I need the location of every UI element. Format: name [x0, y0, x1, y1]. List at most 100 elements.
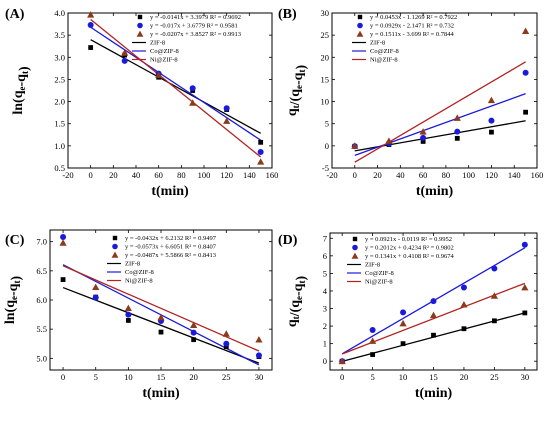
x-tick-label: -20: [326, 170, 337, 180]
data-point: [488, 117, 495, 124]
data-point: [125, 318, 131, 323]
legend-marker: [352, 236, 358, 242]
fit-line: [354, 93, 526, 156]
data-point: [223, 105, 230, 112]
legend-entry: ZIF-8: [125, 261, 140, 268]
x-tick-label: 30: [255, 372, 264, 382]
legend-entry: ZIF-8: [365, 262, 380, 269]
y-axis-title: ln(qe-qt): [3, 276, 24, 325]
y-tick-label: 7: [323, 233, 327, 243]
x-tick-label: 40: [396, 170, 405, 180]
data-point: [489, 129, 494, 135]
x-tick-label: 160: [266, 170, 279, 180]
legend-entry: y = 0.0929x - 2.1471 R² = 0.732: [370, 23, 454, 30]
legend-marker: [357, 14, 363, 20]
y-tick-label: 5: [325, 119, 329, 129]
data-point: [60, 277, 66, 282]
legend-marker: [137, 22, 143, 29]
data-point: [190, 329, 197, 336]
legend-marker: [111, 251, 119, 258]
x-tick-label: 15: [429, 372, 438, 382]
y-tick-label: 1.0: [54, 141, 65, 151]
data-point: [155, 71, 163, 78]
x-tick-label: 160: [531, 170, 544, 180]
data-point: [521, 283, 529, 291]
data-point: [522, 27, 530, 35]
x-axis-title: t(min): [151, 184, 189, 199]
y-tick-label: 2.5: [54, 74, 65, 84]
legend-entry: y = 0.2012x + 0.4234 R² = 0.9802: [365, 245, 454, 252]
fit-line: [62, 286, 260, 364]
y-tick-label: 0: [323, 356, 327, 366]
plot-frame: [331, 12, 538, 169]
y-tick-label: 7.0: [36, 237, 47, 247]
data-point: [429, 311, 438, 319]
data-point: [87, 21, 94, 28]
y-tick-label: 4.0: [54, 8, 65, 18]
legend-entry: y = -0.0207x + 3.8527 R² = 0.9913: [150, 31, 241, 38]
y-tick-label: 2: [323, 321, 327, 331]
panel-label: (A): [5, 7, 25, 22]
data-point: [453, 114, 461, 121]
data-point: [385, 137, 393, 144]
x-axis-title: t(min): [142, 386, 180, 401]
legend-entry: Co@ZIF-8: [150, 48, 179, 55]
x-tick-label: 40: [132, 170, 141, 180]
x-tick-label: 100: [462, 170, 475, 180]
legend: y = -0.0141x + 3.3979 R² = 0.9692 y = -0.…: [132, 14, 241, 64]
data-point: [125, 311, 132, 318]
legend-marker: [112, 243, 118, 250]
y-tick-label: 20: [321, 52, 330, 62]
data-point: [369, 326, 376, 333]
data-point: [124, 304, 132, 312]
data-point: [487, 96, 496, 104]
chart-panel-3: (C) 0 5 10 15 20 25 30 5.0 5.5 6.0 6.5 7.0 t(min) ln(q…: [3, 229, 273, 401]
x-tick-label: 120: [485, 170, 498, 180]
data-point: [189, 99, 197, 106]
x-tick-label: 20: [189, 372, 198, 382]
data-point: [430, 298, 437, 305]
legend-entry: Ni@ZIF-8: [370, 57, 398, 64]
chart-panel-1: (A) -20 0 20 40 60 80 100 120 140 160 0.5 1.0 1.5 2.0 2…: [5, 7, 278, 199]
data-point: [189, 85, 196, 92]
y-tick-label: 15: [321, 74, 330, 84]
legend-marker: [351, 252, 359, 259]
x-tick-label: 140: [508, 170, 521, 180]
y-tick-label: 4: [323, 286, 328, 296]
x-tick-label: 80: [177, 170, 186, 180]
y-tick-label: 3: [323, 304, 327, 314]
x-tick-label: 10: [399, 372, 408, 382]
legend-entry: Co@ZIF-8: [365, 270, 394, 277]
y-tick-label: 5.0: [36, 353, 47, 363]
data-point: [400, 309, 407, 316]
legend-entry: y = -0.0487x + 5.5866 R² = 0.8413: [125, 252, 216, 259]
legend-entry: y = -0.017x + 3.6779 R² = 0.9581: [150, 23, 238, 30]
y-tick-label: 3.0: [54, 52, 65, 62]
x-tick-label: 100: [198, 170, 211, 180]
data-point: [522, 69, 529, 76]
data-point: [431, 332, 436, 338]
data-point: [491, 318, 497, 324]
x-tick-label: 80: [442, 170, 451, 180]
chart-panel-4: (D) 0 5 10 15 20 25 30 0 1 2 3 4 5 6 7 t(min) qt/(qe-qt) y…: [278, 232, 538, 401]
data-point: [88, 45, 94, 50]
legend: y = -0.0432x + 6.2132 R² = 0.9497 y = -0.…: [107, 235, 217, 285]
x-tick-label: -20: [62, 170, 73, 180]
x-tick-label: 10: [124, 372, 133, 382]
data-point: [60, 234, 67, 240]
x-tick-label: 5: [370, 372, 374, 382]
data-point: [490, 292, 498, 299]
x-tick-label: 5: [94, 372, 98, 382]
x-tick-label: 0: [89, 170, 93, 180]
data-point: [460, 284, 467, 291]
data-point: [338, 357, 346, 365]
y-tick-label: 5: [323, 268, 327, 278]
legend-marker: [136, 30, 144, 37]
data-point: [420, 139, 426, 144]
y-tick-label: 0: [325, 141, 329, 151]
plot-frame: [49, 229, 273, 371]
x-tick-label: 140: [243, 170, 256, 180]
plot-frame: [67, 12, 273, 169]
panel-label: (B): [278, 7, 297, 22]
